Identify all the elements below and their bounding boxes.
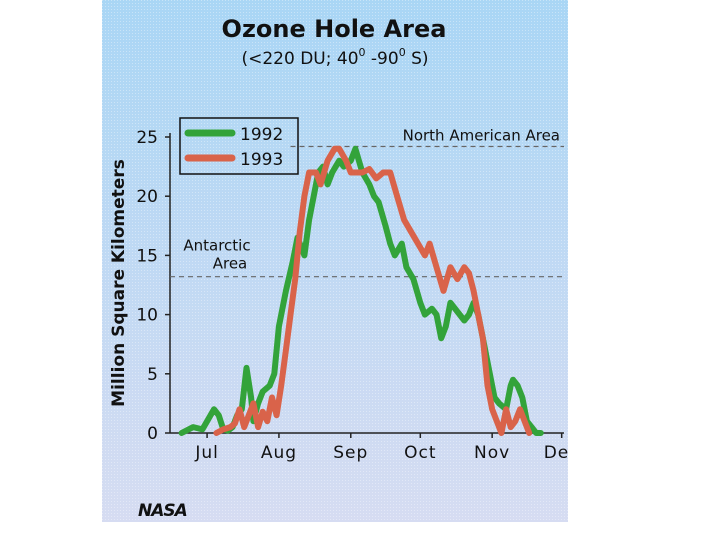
y-axis-label: Million Square Kilometers bbox=[109, 159, 129, 407]
legend-label-1992: 1992 bbox=[240, 125, 283, 145]
chart-svg: Ozone Hole Area (<220 DU; 400 -900 S) 0 5… bbox=[102, 0, 568, 522]
y-tick-label: 10 bbox=[136, 306, 158, 326]
x-tick-label: Aug bbox=[261, 443, 297, 463]
chart-panel: Ozone Hole Area (<220 DU; 400 -900 S) 0 5… bbox=[102, 0, 568, 539]
x-tick-label: Oct bbox=[404, 443, 436, 463]
reference-label-antarctic-line1: Antarctic bbox=[183, 237, 250, 255]
legend-label-1993: 1993 bbox=[240, 150, 283, 170]
legend-box bbox=[179, 117, 299, 175]
reference-label-north-american: North American Area bbox=[403, 126, 560, 144]
plot-layer: 0 5 10 15 20 25 Jul Aug Sep Oct Nov Dec North Americ… bbox=[136, 117, 568, 463]
series-line-1993 bbox=[213, 145, 533, 436]
svg-text:NASA: NASA bbox=[138, 501, 187, 521]
chart-title: Ozone Hole Area bbox=[222, 15, 447, 43]
nasa-logo: NASA bbox=[138, 501, 188, 521]
y-tick-label: 5 bbox=[147, 365, 158, 385]
y-tick-label: 0 bbox=[147, 424, 158, 444]
chart-subtitle: (<220 DU; 400 -900 S) bbox=[241, 46, 428, 69]
y-tick-label: 25 bbox=[136, 128, 158, 148]
reference-label-antarctic-line2: Area bbox=[213, 255, 248, 273]
x-tick-label: Sep bbox=[333, 443, 368, 463]
y-tick-label: 20 bbox=[136, 187, 158, 207]
x-tick-label: Jul bbox=[194, 443, 219, 463]
x-tick-label: Nov bbox=[474, 443, 510, 463]
x-tick-label: Dec bbox=[544, 443, 568, 463]
y-tick-label: 15 bbox=[136, 246, 158, 266]
